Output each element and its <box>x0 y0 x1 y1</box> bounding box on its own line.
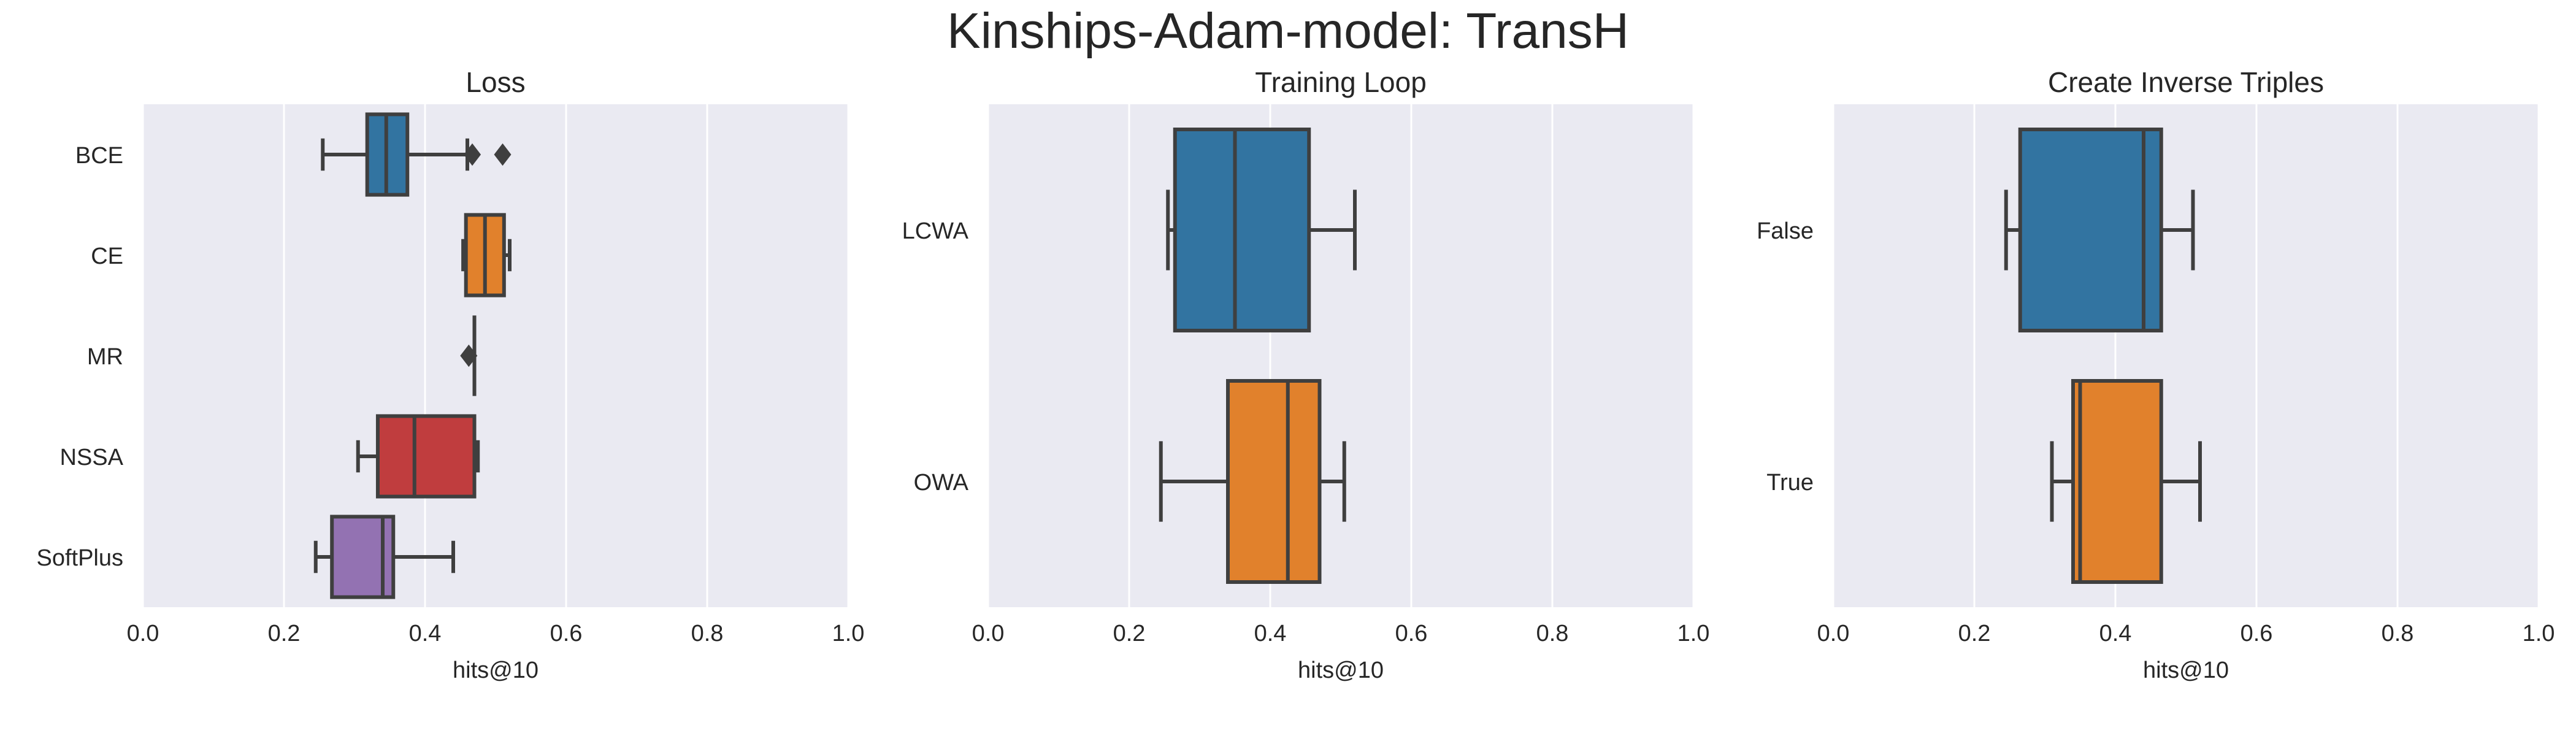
box-mr: MR <box>87 315 478 396</box>
y-tick-label: False <box>1757 218 1814 244</box>
y-tick-label: OWA <box>914 470 969 496</box>
plot-area <box>143 104 848 607</box>
x-axis-label: hits@10 <box>453 657 539 683</box>
panel-title: Training Loop <box>1255 66 1427 98</box>
panel-title: Loss <box>466 66 525 98</box>
x-tick-label: 0.6 <box>2241 621 2273 646</box>
x-tick-label: 0.2 <box>268 621 301 646</box>
box-softplus: SoftPlus <box>36 515 455 599</box>
box-nssa: NSSA <box>60 414 480 499</box>
x-axis-label: hits@10 <box>2143 657 2229 683</box>
outlier-point <box>460 344 478 367</box>
chart-panel-1: 0.0 0.2 0.4 0.6 0.8 1.0 Training Loop hits@10 LC… <box>902 66 1710 683</box>
y-tick-label: NSSA <box>60 445 124 470</box>
box-bce: BCE <box>75 112 512 197</box>
x-tick-label: 0.0 <box>972 621 1005 646</box>
x-tick-label: 0.2 <box>1113 621 1146 646</box>
x-tick-label: 0.8 <box>2382 621 2414 646</box>
box-true: True <box>1766 379 2202 584</box>
outlier-point <box>494 143 512 166</box>
plot-area <box>988 104 1693 607</box>
plot-area <box>1833 104 2539 607</box>
x-tick-label: 0.8 <box>1536 621 1569 646</box>
y-tick-label: LCWA <box>902 218 969 244</box>
x-tick-label: 0.4 <box>2099 621 2132 646</box>
box-body <box>1226 379 1322 584</box>
x-tick-label: 0.6 <box>1395 621 1428 646</box>
box-body <box>375 414 477 499</box>
panel-title: Create Inverse Triples <box>2048 66 2324 98</box>
x-tick-label: 0.2 <box>1958 621 1991 646</box>
y-tick-label: CE <box>91 243 123 269</box>
x-tick-label: 1.0 <box>832 621 865 646</box>
y-tick-label: SoftPlus <box>36 545 123 571</box>
x-tick-label: 0.4 <box>409 621 442 646</box>
x-tick-label: 0.0 <box>127 621 159 646</box>
box-lcwa: LCWA <box>902 128 1357 332</box>
x-tick-label: 0.8 <box>691 621 724 646</box>
box-body <box>2071 379 2163 584</box>
box-body <box>1173 128 1311 332</box>
box-false: False <box>1757 128 2195 332</box>
y-tick-label: MR <box>87 344 123 370</box>
figure-title: Kinships-Adam-model: TransH <box>947 3 1629 59</box>
outlier-point <box>464 143 481 166</box>
x-tick-label: 0.6 <box>550 621 583 646</box>
box-owa: OWA <box>914 379 1346 584</box>
x-tick-label: 0.0 <box>1817 621 1850 646</box>
y-tick-label: True <box>1766 470 1814 496</box>
x-tick-label: 1.0 <box>1677 621 1710 646</box>
y-tick-label: BCE <box>75 143 123 169</box>
x-tick-label: 0.4 <box>1254 621 1287 646</box>
box-ce: CE <box>91 213 512 297</box>
x-axis-label: hits@10 <box>1298 657 1384 683</box>
box-body <box>2018 128 2163 332</box>
chart-panel-0: 0.0 0.2 0.4 0.6 0.8 1.0 Loss hits@10 BCE CE MR NSSA… <box>36 66 864 683</box>
chart-panel-2: 0.0 0.2 0.4 0.6 0.8 1.0 Create Inverse Triples… <box>1757 66 2555 683</box>
x-tick-label: 1.0 <box>2523 621 2555 646</box>
